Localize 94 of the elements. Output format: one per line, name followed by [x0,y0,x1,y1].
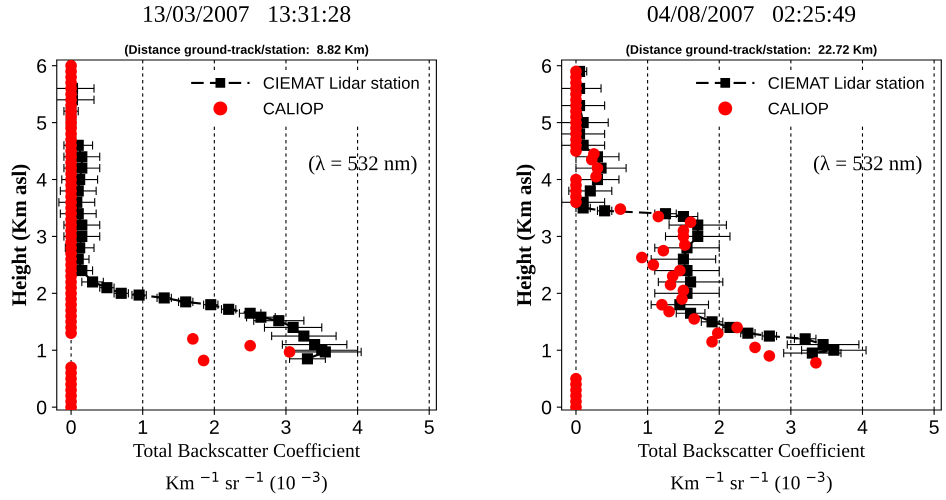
point [731,322,743,334]
point [244,340,256,352]
point [706,336,718,348]
x-tick-label: 1 [138,420,148,434]
point [685,276,696,288]
y-tick-label: 1 [38,344,46,358]
y-axis-title: Height (Km asl) [516,164,536,306]
point [180,296,192,308]
point [76,265,88,276]
legend-label: CALIOP [768,102,828,114]
point [244,308,256,319]
point [255,312,266,323]
point [678,254,689,265]
x-tick-label: 1 [644,420,652,434]
point [742,328,754,339]
point [76,162,88,174]
chart-title: 04/08/2007 02:25:49 [648,6,856,22]
point [800,333,811,344]
point [76,230,88,242]
y-tick-label: 0 [542,400,552,414]
point [223,304,234,315]
point [198,354,210,366]
legend-label: CALIOP [264,102,324,114]
y-tick-label: 4 [36,173,46,187]
point [663,306,675,318]
point [320,346,331,358]
y-tick-label: 6 [37,59,46,73]
point [679,239,691,251]
point [76,151,88,162]
point [76,219,88,231]
point [586,154,598,166]
point [764,350,776,362]
point [652,210,664,222]
point [302,353,314,364]
x-tick-label: 2 [714,420,724,434]
chart-subtitle: (Distance ground-track/station: 8.82 Km) [124,44,368,56]
y-axis-title: Height (Km asl) [12,164,31,306]
y-tick-label: 1 [542,344,551,358]
point [599,205,610,216]
point [818,338,829,350]
y-tick-label: 5 [37,116,46,130]
point [828,344,840,356]
point [273,315,284,326]
legend-label: CIEMAT Lidar station [768,76,924,89]
x-tick-label: 0 [571,420,581,434]
point [688,313,700,325]
point [636,252,648,264]
point [806,348,818,359]
point [284,346,296,358]
point [684,216,696,228]
point [658,244,670,256]
point [712,327,724,339]
point [648,259,660,271]
annotation: (λ = 532 nm) [814,155,922,175]
point [664,278,676,291]
annotation: (λ = 532 nm) [309,155,416,175]
point [298,330,310,342]
point [764,330,775,342]
y-tick-label: 3 [542,230,552,244]
x-tick-label: 3 [786,420,796,434]
chart-subtitle: (Distance ground-track/station: 22.72 Km) [626,44,877,56]
x-tick-label: 5 [424,420,434,434]
x-tick-label: 2 [210,420,219,434]
legend-label: CIEMAT Lidar station [264,76,419,89]
x-tick-label: 4 [352,420,362,434]
chart-title: 13/03/2007 13:31:28 [144,6,350,22]
y-tick-label: 4 [542,173,552,187]
point [706,316,718,328]
point [158,292,170,304]
point [749,342,761,354]
point [590,170,602,182]
x-tick-label: 4 [858,420,868,434]
point [656,298,668,311]
point [187,333,199,345]
x-tick-label: 3 [281,420,291,434]
y-tick-label: 2 [542,286,551,300]
x-tick-label: 5 [929,420,939,434]
y-tick-label: 3 [36,230,46,244]
point [134,289,145,301]
x-axis-title: Total Backscatter Coefficient Km $^{−1}$ sr $^{−1}$ (10 $^{−3}$) [638,443,865,494]
y-tick-label: 2 [37,286,46,300]
point [584,185,596,196]
x-axis-title: Total Backscatter Coefficient Km $^{−1}$ sr $^{−1}$ (10 $^{−3}$) [133,443,360,494]
y-tick-label: 6 [542,59,552,73]
point [288,322,299,334]
point [810,356,822,369]
point [614,203,626,215]
y-tick-label: 0 [36,400,46,414]
y-tick-label: 5 [542,116,552,130]
point [676,293,688,305]
point [101,282,112,294]
point [692,230,704,242]
point [87,276,98,288]
x-tick-label: 0 [66,420,76,434]
